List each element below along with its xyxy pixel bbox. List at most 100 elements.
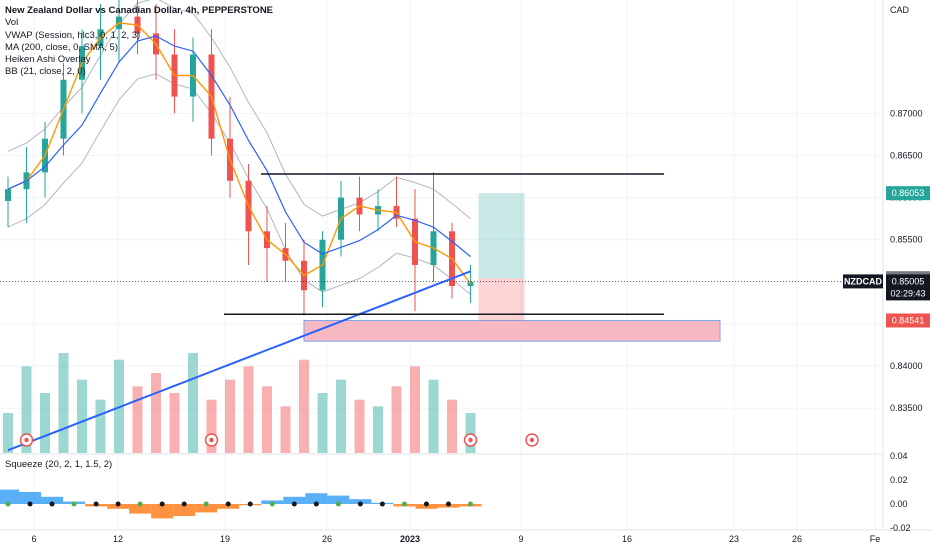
squeeze-dot-5 <box>115 501 121 507</box>
squeeze-panel <box>0 489 482 519</box>
support-resistance-lines[interactable] <box>0 173 882 315</box>
volume-bar-15 <box>280 406 291 453</box>
bb-upper <box>7 0 471 220</box>
volume-bar-7 <box>132 386 143 453</box>
currency-label: CAD <box>890 5 910 15</box>
legend-ma[interactable]: MA (200, close, 0, SMA, 5) <box>5 41 118 53</box>
volume-bar-5 <box>95 399 106 453</box>
indicator-lines <box>7 22 472 452</box>
volume-bar-21 <box>391 386 402 453</box>
squeeze-tick-0: 0.04 <box>890 451 908 461</box>
volume-bar-10 <box>188 353 198 453</box>
legend-vwap[interactable]: VWAP (Session, hlc3, 0, 1, 2, 3) <box>5 29 141 41</box>
event-flag-dot-1 <box>209 437 214 443</box>
demand-zone <box>303 319 721 342</box>
time-tick-2: 19 <box>220 534 230 544</box>
squeeze-dot-16 <box>357 501 363 507</box>
time-tick-7: 23 <box>729 534 739 544</box>
volume-bar-17 <box>317 393 328 453</box>
grid-lines <box>0 0 882 530</box>
squeeze-dot-14 <box>313 501 319 507</box>
symbol-tag-bg <box>843 274 883 289</box>
symbol-tag: NZDCAD <box>844 276 882 286</box>
legend-vol[interactable]: Vol <box>5 17 19 29</box>
time-tick-5: 9 <box>518 534 523 544</box>
time-tick-4: 2023 <box>400 534 420 544</box>
squeeze-dot-12 <box>269 501 275 507</box>
squeeze-dot-3 <box>71 501 77 507</box>
ma-200-line <box>7 270 471 452</box>
price-badge-0-bg <box>886 186 930 201</box>
time-tick-1: 12 <box>113 534 123 544</box>
countdown-label: 02:29:43 <box>890 288 925 298</box>
volume-bar-23 <box>428 379 439 453</box>
squeeze-dot-21 <box>468 501 473 507</box>
volume-bar-11 <box>206 399 217 453</box>
last-price-bg <box>886 274 930 301</box>
squeeze-dot-11 <box>247 501 253 507</box>
event-flag-dot-2 <box>468 437 473 443</box>
squeeze-bar-1 <box>19 492 42 504</box>
volume-bar-8 <box>151 373 161 453</box>
event-flag-dot-0 <box>24 437 29 443</box>
candle-body-0 <box>5 189 11 201</box>
price-badge-2-bg <box>886 313 930 328</box>
squeeze-dot-10 <box>225 501 231 507</box>
squeeze-dot-7 <box>159 501 165 507</box>
volume-bar-24 <box>447 399 457 453</box>
volume-bar-1 <box>21 366 32 453</box>
squeeze-bar-6 <box>129 504 152 514</box>
squeeze-bar-0 <box>0 489 20 504</box>
price-tick-7: 0.83500 <box>890 403 923 413</box>
squeeze-bar-13 <box>283 496 306 504</box>
bollinger-bands <box>7 0 471 295</box>
volume-bar-12 <box>225 379 235 453</box>
volume-bar-13 <box>243 366 254 453</box>
volume-bar-2 <box>40 393 50 453</box>
squeeze-dot-8 <box>181 501 187 507</box>
volume-bar-18 <box>336 379 346 453</box>
price-badge-2: 0.84541 <box>892 315 925 325</box>
time-tick-9: Fe <box>870 534 881 544</box>
legend-heiken-ashi[interactable]: Heiken Ashi Overlay <box>5 54 91 66</box>
legend-title[interactable]: New Zealand Dollar vs Canadian Dollar, 4… <box>5 5 274 16</box>
zones <box>303 193 721 342</box>
squeeze-bar-14 <box>305 493 328 504</box>
volume-bar-22 <box>410 366 420 453</box>
chart-legend: New Zealand Dollar vs Canadian Dollar, 4… <box>5 5 273 79</box>
volume-bar-16 <box>299 359 309 453</box>
volume-bar-14 <box>262 386 272 453</box>
squeeze-dot-2 <box>49 501 55 507</box>
squeeze-bar-9 <box>195 504 218 513</box>
time-tick-0: 6 <box>31 534 36 544</box>
volume-bar-0 <box>3 413 13 453</box>
position-stop-zone <box>478 278 525 321</box>
event-flag-dot-3 <box>529 437 535 443</box>
squeeze-dot-13 <box>291 501 297 507</box>
price-tick-1: 0.86500 <box>890 151 923 161</box>
last-price-label: 0.85005 <box>892 276 925 286</box>
volume-bar-4 <box>77 379 87 453</box>
event-flags[interactable] <box>19 433 539 447</box>
squeeze-dot-9 <box>203 501 209 507</box>
squeeze-bar-15 <box>327 495 350 504</box>
volume-bar-9 <box>169 393 180 453</box>
squeeze-tick-2: 0.00 <box>890 499 908 509</box>
squeeze-dot-4 <box>93 501 99 507</box>
price-tick-0: 0.87000 <box>890 108 923 118</box>
squeeze-tick-3: -0.02 <box>890 523 911 533</box>
squeeze-legend[interactable]: Squeeze (20, 2, 1, 1.5, 2) <box>5 459 113 470</box>
squeeze-dot-6 <box>137 501 143 507</box>
position-target-zone <box>478 193 525 279</box>
volume-bars <box>3 353 476 453</box>
volume-bar-25 <box>465 413 476 453</box>
price-tick-3: 0.85500 <box>890 235 923 245</box>
bb-lower <box>7 73 471 295</box>
squeeze-dot-17 <box>379 501 385 507</box>
legend-bb[interactable]: BB (21, close, 2, 0) <box>5 66 86 78</box>
time-tick-6: 16 <box>622 534 632 544</box>
squeeze-dot-18 <box>401 501 407 507</box>
volume-bar-20 <box>373 406 383 453</box>
